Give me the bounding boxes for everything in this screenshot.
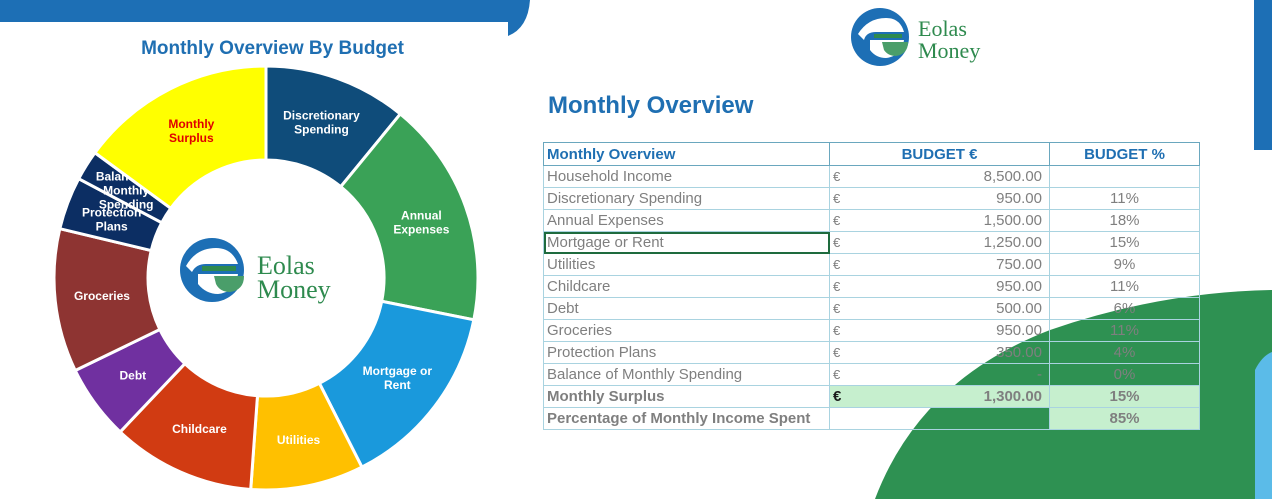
center-brand-line2: Money bbox=[257, 275, 331, 304]
currency-symbol: € bbox=[833, 235, 841, 250]
table-row: Debt €500.00 6% bbox=[543, 297, 1200, 320]
currency-symbol: € bbox=[833, 301, 841, 316]
currency-symbol: € bbox=[833, 367, 841, 382]
row-amount[interactable]: €950.00 bbox=[829, 187, 1050, 210]
eolas-logo-icon bbox=[851, 8, 909, 66]
brand-name-line2: Money bbox=[918, 38, 981, 63]
donut-label-protection-plans: Protection Plans bbox=[82, 206, 141, 234]
table-row: Discretionary Spending €950.00 11% bbox=[543, 187, 1200, 210]
row-amount[interactable]: €1,250.00 bbox=[829, 231, 1050, 254]
amount-value: 950.00 bbox=[996, 190, 1042, 207]
row-amount[interactable]: €750.00 bbox=[829, 253, 1050, 276]
row-percent[interactable]: 0% bbox=[1049, 363, 1200, 386]
currency-symbol: € bbox=[833, 323, 841, 338]
currency-symbol: € bbox=[833, 191, 841, 206]
donut-label-discretionary-spending: Discretionary Spending bbox=[283, 109, 360, 137]
row-percent[interactable]: 15% bbox=[1049, 231, 1200, 254]
amount-value: 750.00 bbox=[996, 256, 1042, 273]
row-amount[interactable]: €8,500.00 bbox=[829, 165, 1050, 188]
row-amount[interactable]: €950.00 bbox=[829, 319, 1050, 342]
amount-value: 500.00 bbox=[996, 300, 1042, 317]
table-row: Groceries €950.00 11% bbox=[543, 319, 1200, 342]
donut-label-monthly-surplus: Monthly Surplus bbox=[168, 117, 214, 145]
amount-value: 1,500.00 bbox=[983, 212, 1042, 229]
surplus-amount[interactable]: €1,300.00 bbox=[829, 385, 1050, 408]
row-label[interactable]: Balance of Monthly Spending bbox=[543, 363, 830, 386]
row-amount[interactable]: €500.00 bbox=[829, 297, 1050, 320]
row-label[interactable]: Utilities bbox=[543, 253, 830, 276]
table-row: Protection Plans €350.00 4% bbox=[543, 341, 1200, 364]
table-row: Balance of Monthly Spending € -0% bbox=[543, 363, 1200, 386]
table-row: Childcare €950.00 11% bbox=[543, 275, 1200, 298]
chart-title: Monthly Overview By Budget bbox=[141, 38, 404, 59]
row-percent[interactable]: 11% bbox=[1049, 319, 1200, 342]
table-row: Utilities €750.00 9% bbox=[543, 253, 1200, 276]
center-brand-line1: Eolas bbox=[257, 251, 315, 280]
currency-symbol: € bbox=[833, 213, 841, 228]
row-label[interactable]: Debt bbox=[543, 297, 830, 320]
currency-symbol: € bbox=[833, 257, 841, 272]
table-row: Annual Expenses €1,500.00 18% bbox=[543, 209, 1200, 232]
table-row: Mortgage or Rent €1,250.00 15% bbox=[543, 231, 1200, 254]
row-percent[interactable]: 9% bbox=[1049, 253, 1200, 276]
overview-table: Monthly Overview BUDGET € BUDGET % House… bbox=[543, 142, 1200, 430]
income-spent-amount[interactable] bbox=[829, 407, 1050, 430]
donut-label-childcare: Childcare bbox=[172, 422, 227, 436]
row-label[interactable]: Household Income bbox=[543, 165, 830, 188]
row-percent[interactable]: 11% bbox=[1049, 187, 1200, 210]
amount-value: 950.00 bbox=[996, 322, 1042, 339]
currency-symbol: € bbox=[833, 345, 841, 360]
column-header-category[interactable]: Monthly Overview bbox=[543, 142, 830, 166]
row-amount[interactable]: € - bbox=[829, 363, 1050, 386]
column-header-budget-percent[interactable]: BUDGET % bbox=[1049, 142, 1200, 166]
row-label[interactable]: Mortgage or Rent bbox=[543, 231, 830, 254]
row-percent[interactable]: 18% bbox=[1049, 209, 1200, 232]
row-label[interactable]: Groceries bbox=[543, 319, 830, 342]
currency-symbol: € bbox=[833, 388, 842, 405]
amount-value: 950.00 bbox=[996, 278, 1042, 295]
surplus-percent[interactable]: 15% bbox=[1049, 385, 1200, 408]
table-header-row: Monthly Overview BUDGET € BUDGET % bbox=[543, 142, 1200, 166]
brand-name-line1: Eolas bbox=[918, 16, 967, 41]
brand-logo: Eolas Money bbox=[848, 4, 998, 68]
surplus-row: Monthly Surplus €1,300.00 15% bbox=[543, 385, 1200, 408]
currency-symbol: € bbox=[833, 169, 841, 184]
row-amount[interactable]: €1,500.00 bbox=[829, 209, 1050, 232]
donut-slice-monthly-surplus bbox=[92, 64, 268, 211]
row-percent[interactable]: 6% bbox=[1049, 297, 1200, 320]
donut-label-groceries: Groceries bbox=[74, 289, 130, 303]
amount-value: 1,250.00 bbox=[983, 234, 1042, 251]
row-percent[interactable]: 11% bbox=[1049, 275, 1200, 298]
surplus-label[interactable]: Monthly Surplus bbox=[543, 385, 830, 408]
table-row: Household Income €8,500.00 bbox=[543, 165, 1200, 188]
overview-heading: Monthly Overview bbox=[548, 92, 754, 119]
row-label[interactable]: Protection Plans bbox=[543, 341, 830, 364]
row-label[interactable]: Annual Expenses bbox=[543, 209, 830, 232]
row-amount[interactable]: €350.00 bbox=[829, 341, 1050, 364]
income-spent-label[interactable]: Percentage of Monthly Income Spent bbox=[543, 407, 830, 430]
amount-value: 8,500.00 bbox=[983, 168, 1042, 185]
column-header-budget-amount[interactable]: BUDGET € bbox=[829, 142, 1050, 166]
row-amount[interactable]: €950.00 bbox=[829, 275, 1050, 298]
income-spent-row: Percentage of Monthly Income Spent 85% bbox=[543, 407, 1200, 430]
amount-value: - bbox=[1037, 366, 1042, 383]
income-spent-percent[interactable]: 85% bbox=[1049, 407, 1200, 430]
donut-label-debt: Debt bbox=[120, 368, 147, 382]
row-label[interactable]: Discretionary Spending bbox=[543, 187, 830, 210]
row-percent[interactable] bbox=[1049, 165, 1200, 188]
donut-label-utilities: Utilities bbox=[277, 433, 321, 447]
row-percent[interactable]: 4% bbox=[1049, 341, 1200, 364]
row-label[interactable]: Childcare bbox=[543, 275, 830, 298]
amount-value: 350.00 bbox=[996, 344, 1042, 361]
donut-label-annual-expenses: Annual Expenses bbox=[393, 209, 449, 237]
center-brand-logo bbox=[180, 238, 244, 302]
currency-symbol: € bbox=[833, 279, 841, 294]
donut-chart: Discretionary Spending Annual Expenses Mortg… bbox=[52, 64, 480, 492]
amount-value: 1,300.00 bbox=[983, 388, 1042, 405]
donut-label-mortgage-or-rent: Mortgage or Rent bbox=[363, 364, 433, 392]
